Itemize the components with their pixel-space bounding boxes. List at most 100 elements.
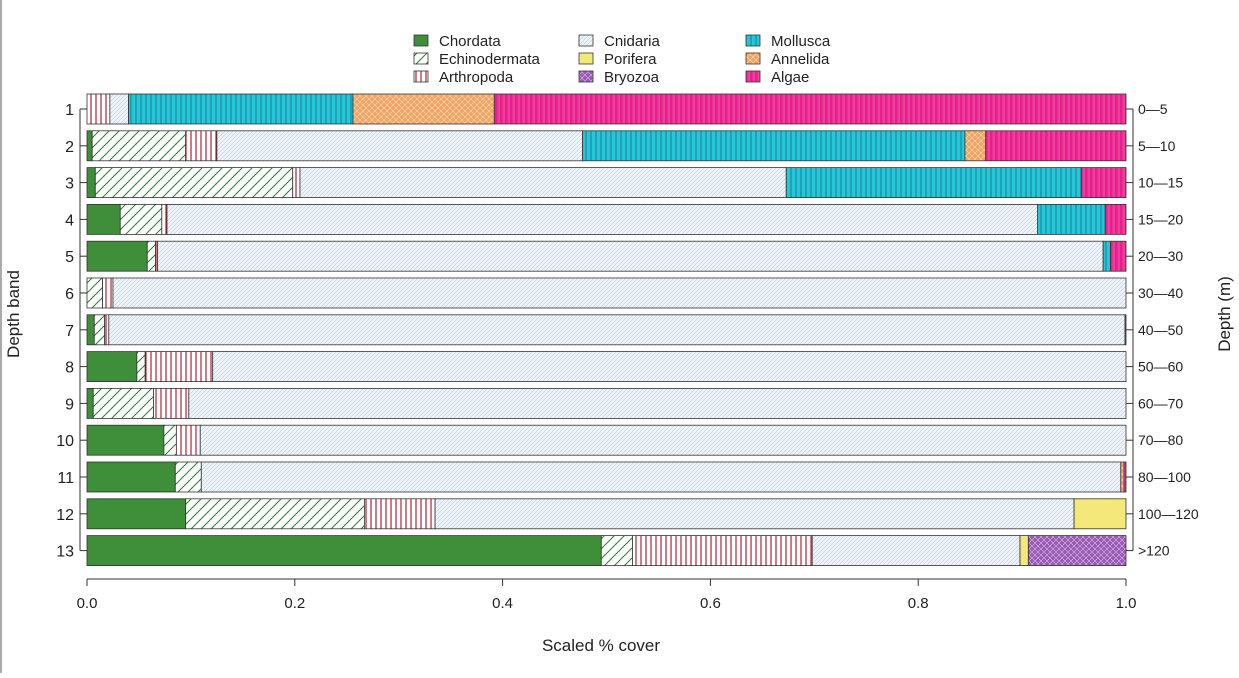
bar-segment-echinodermata — [86, 277, 103, 309]
bar-segment-mollusca — [128, 93, 354, 125]
y-tick-label: 6 — [65, 286, 74, 303]
bar-segment-arthropoda — [175, 424, 201, 456]
legend-item: Bryozoa — [578, 69, 660, 86]
bar-row — [86, 498, 1127, 530]
bar-segment-echinodermata — [600, 535, 633, 566]
bar-segment-algae — [1080, 167, 1127, 199]
bar-segment-arthropoda — [104, 314, 110, 346]
y-tick-label: 9 — [65, 396, 74, 413]
bar-row — [86, 240, 1127, 272]
legend-swatch — [413, 70, 429, 83]
depth-label: 50—60 — [1138, 359, 1183, 375]
legend-swatch — [578, 70, 594, 83]
legend-label: Annelida — [771, 51, 830, 68]
bar-segment-chordata — [86, 351, 138, 383]
depth-label: >120 — [1138, 543, 1170, 559]
bar-segment-annelida — [964, 130, 987, 162]
legend-item: Porifera — [578, 51, 657, 68]
bar-row — [86, 351, 1127, 383]
bar-segment-arthropoda — [632, 535, 813, 566]
bar-segment-annelida — [1120, 461, 1125, 493]
bar-segment-cnidaria — [108, 314, 1126, 346]
bar-segment-cnidaria — [109, 93, 129, 125]
y-axis-title: Depth band — [4, 270, 23, 358]
legend-label: Porifera — [604, 51, 657, 68]
y-tick-label: 5 — [65, 249, 74, 266]
depth-label: 40—50 — [1138, 322, 1183, 338]
y-tick-label: 4 — [65, 212, 74, 229]
legend-swatch — [745, 52, 761, 65]
bar-segment-annelida — [352, 93, 495, 125]
legend-item: Annelida — [745, 51, 830, 68]
bar-segment-cnidaria — [166, 203, 1039, 235]
y-axis-title-right: Depth (m) — [1215, 276, 1234, 352]
legend-item: Mollusca — [745, 33, 831, 50]
bar-segment-arthropoda — [86, 93, 111, 125]
depth-label: 15—20 — [1138, 211, 1183, 227]
bar-segment-echinodermata — [185, 498, 365, 530]
legend-swatch — [578, 34, 594, 47]
bar-segment-chordata — [86, 461, 176, 493]
bar-segment-arthropoda — [292, 167, 301, 199]
bar-segment-algae — [1124, 314, 1127, 346]
legend-item: Echinodermata — [413, 51, 541, 68]
bar-segment-chordata — [86, 130, 93, 162]
bar-segment-chordata — [86, 203, 121, 235]
bar-segment-porifera — [1073, 498, 1127, 530]
bar-segment-cnidaria — [811, 535, 1021, 566]
bar-segment-echinodermata — [93, 314, 106, 346]
x-tick-label: 0.8 — [908, 595, 929, 612]
bar-segment-chordata — [86, 387, 94, 419]
bar-row — [86, 93, 1127, 125]
legend-label: Mollusca — [771, 33, 831, 50]
bar-segment-arthropoda — [185, 130, 218, 162]
depth-label: 70—80 — [1138, 432, 1183, 448]
bar-segment-echinodermata — [163, 424, 177, 456]
bar-segment-mollusca — [785, 167, 1082, 199]
bar-row — [86, 461, 1127, 493]
bar-row — [86, 535, 1127, 566]
bar-segment-echinodermata — [119, 203, 163, 235]
bar-segment-cnidaria — [216, 130, 584, 162]
legend-item: Arthropoda — [413, 69, 514, 86]
bar-row — [86, 314, 1127, 346]
axes-layer: 1 0—5 2 5—10 3 10—15 4 15—20 5 20—30 6 30—40 7 40—50 8… — [56, 101, 1199, 612]
bar-segment-echinodermata — [92, 387, 154, 419]
depth-label: 100—120 — [1138, 506, 1199, 522]
bar-segment-bryozoa — [1027, 535, 1127, 566]
bar-segment-porifera — [1019, 535, 1029, 566]
legend-swatch — [413, 34, 429, 47]
y-tick-label: 1 — [65, 102, 74, 119]
bar-segment-chordata — [86, 498, 187, 530]
y-tick-label: 13 — [56, 544, 74, 561]
x-tick-label: 0.4 — [492, 595, 513, 612]
bar-row — [86, 424, 1127, 456]
legend-item: Algae — [745, 69, 809, 86]
legend-swatch — [413, 52, 429, 65]
bar-segment-mollusca — [1037, 203, 1106, 235]
bar-segment-cnidaria — [157, 240, 1104, 272]
legend-label: Algae — [771, 69, 809, 86]
legend-item: Chordata — [413, 33, 501, 50]
bar-segment-arthropoda — [364, 498, 436, 530]
bar-segment-cnidaria — [212, 351, 1127, 383]
depth-label: 80—100 — [1138, 469, 1191, 485]
bar-segment-cnidaria — [188, 387, 1127, 419]
legend-label: Arthropoda — [439, 69, 514, 86]
bar-row — [86, 387, 1127, 419]
legend-item: Cnidaria — [578, 33, 661, 50]
legend-label: Echinodermata — [439, 51, 541, 68]
bar-segment-cnidaria — [112, 277, 1127, 309]
bars-layer — [86, 93, 1127, 566]
legend-swatch — [745, 70, 761, 83]
y-tick-label: 3 — [65, 176, 74, 193]
bar-segment-chordata — [86, 314, 95, 346]
bar-segment-chordata — [86, 240, 148, 272]
bar-segment-chordata — [86, 167, 96, 199]
bar-segment-echinodermata — [174, 461, 202, 493]
bar-row — [86, 203, 1127, 235]
bar-segment-arthropoda — [144, 351, 214, 383]
